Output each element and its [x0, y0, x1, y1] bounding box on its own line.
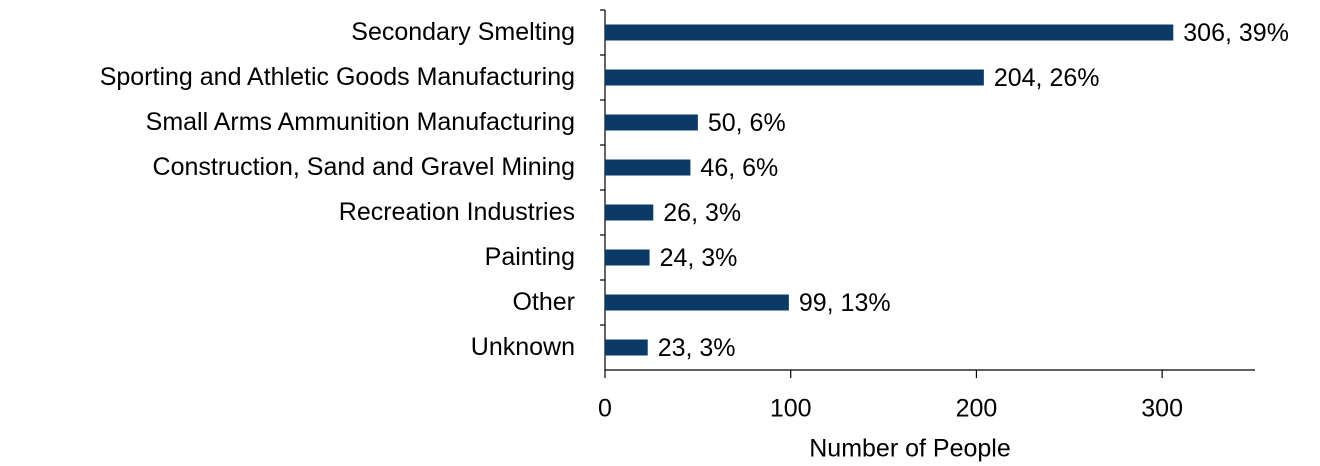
- bar: [605, 114, 698, 131]
- x-axis-label: Number of People: [809, 435, 1011, 463]
- x-tick-label: 200: [956, 395, 998, 423]
- x-tick-label: 100: [770, 395, 812, 423]
- y-tick-label: Sporting and Athletic Goods Manufacturin…: [100, 63, 575, 91]
- y-tick-label: Secondary Smelting: [351, 18, 575, 46]
- bar: [605, 294, 789, 311]
- data-label: 204, 26%: [994, 64, 1100, 92]
- y-tick-label: Painting: [485, 243, 575, 271]
- y-tick-label: Small Arms Ammunition Manufacturing: [146, 108, 575, 136]
- bar: [605, 69, 984, 86]
- y-tick-label: Construction, Sand and Gravel Mining: [153, 153, 575, 181]
- x-tick-label: 300: [1141, 395, 1183, 423]
- x-tick-label: 0: [598, 395, 612, 423]
- data-label: 306, 39%: [1183, 19, 1289, 47]
- bar: [605, 339, 648, 356]
- y-tick-label: Unknown: [471, 333, 575, 361]
- data-label: 99, 13%: [799, 289, 891, 317]
- data-label: 50, 6%: [708, 109, 786, 137]
- data-label: 26, 3%: [663, 199, 741, 227]
- bar: [605, 24, 1174, 41]
- y-tick-label: Other: [512, 288, 575, 316]
- data-label: 23, 3%: [658, 334, 736, 362]
- data-label: 24, 3%: [660, 244, 738, 272]
- y-tick-label: Recreation Industries: [339, 198, 575, 226]
- data-label: 46, 6%: [700, 154, 778, 182]
- bar: [605, 204, 654, 221]
- bar: [605, 159, 691, 176]
- bar: [605, 249, 650, 266]
